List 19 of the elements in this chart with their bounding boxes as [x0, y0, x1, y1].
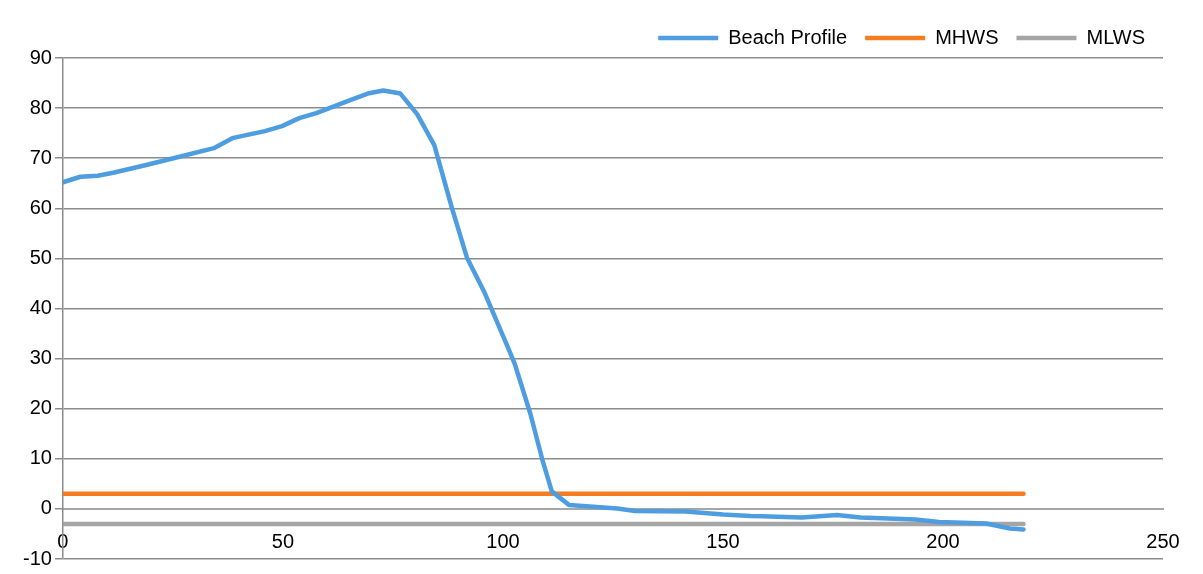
- x-tick-label: 150: [706, 530, 740, 553]
- y-tick-label: 30: [29, 346, 52, 369]
- x-tick-label: 100: [486, 530, 520, 553]
- y-tick-label: 80: [29, 95, 52, 118]
- y-tick-label: 20: [29, 396, 52, 419]
- legend-label: MHWS: [935, 25, 999, 48]
- y-tick-label: 60: [29, 195, 52, 218]
- y-tick-label: 40: [29, 296, 52, 319]
- y-tick-label: 70: [29, 145, 52, 168]
- y-tick-label: -10: [23, 546, 52, 569]
- y-tick-label: 0: [40, 496, 52, 519]
- y-tick-label: 90: [29, 45, 52, 68]
- x-tick-label: 50: [271, 530, 295, 553]
- y-tick-label: 10: [29, 446, 52, 469]
- x-tick-label: 200: [926, 530, 960, 553]
- legend-label: MLWS: [1086, 25, 1145, 48]
- x-tick-label: 250: [1146, 530, 1180, 553]
- y-tick-label: 50: [29, 245, 52, 268]
- legend-label: Beach Profile: [728, 25, 848, 48]
